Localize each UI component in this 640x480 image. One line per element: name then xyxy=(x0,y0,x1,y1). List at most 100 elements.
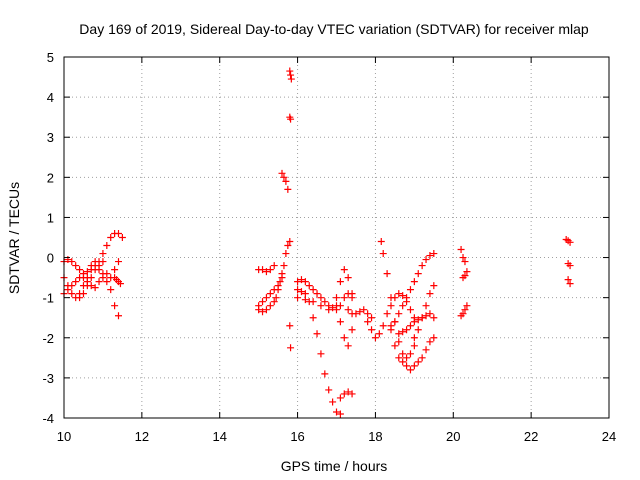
data-point xyxy=(91,258,99,266)
data-point xyxy=(379,322,387,330)
data-point xyxy=(430,282,438,290)
data-point xyxy=(99,250,107,258)
data-point xyxy=(410,342,418,350)
data-point xyxy=(282,177,290,185)
data-point xyxy=(410,334,418,342)
data-point xyxy=(262,294,270,302)
data-point xyxy=(76,274,84,282)
data-point xyxy=(255,306,263,314)
plot-frame xyxy=(63,56,610,419)
data-point xyxy=(72,262,80,270)
data-point xyxy=(262,306,270,314)
data-point xyxy=(422,346,430,354)
data-point xyxy=(111,266,119,274)
data-point xyxy=(391,318,399,326)
data-point xyxy=(79,270,87,278)
data-point xyxy=(426,338,434,346)
series-arc-d3 xyxy=(387,326,438,374)
data-point xyxy=(111,302,119,310)
data-point xyxy=(340,266,348,274)
data-point xyxy=(286,67,294,75)
data-point xyxy=(344,388,352,396)
data-point xyxy=(329,398,337,406)
y-tick-label: 2 xyxy=(47,170,54,185)
x-tick-label: 14 xyxy=(212,429,226,444)
series-arc-b5 xyxy=(278,169,292,193)
data-point xyxy=(309,298,317,306)
data-point xyxy=(371,334,379,342)
data-point xyxy=(364,318,372,326)
data-point xyxy=(459,310,467,318)
data-point xyxy=(313,330,321,338)
data-point xyxy=(99,258,107,266)
data-point xyxy=(301,278,309,286)
data-point xyxy=(566,238,574,246)
series-arc-f1 xyxy=(562,236,574,246)
data-point xyxy=(406,322,414,330)
data-point xyxy=(266,302,274,310)
data-point xyxy=(333,408,340,416)
data-point xyxy=(399,358,407,366)
grid-lines xyxy=(64,57,609,418)
data-point xyxy=(68,290,76,298)
data-point xyxy=(83,274,91,282)
data-point xyxy=(395,290,403,298)
data-point xyxy=(317,350,325,358)
data-point xyxy=(115,258,122,266)
data-point xyxy=(403,354,411,362)
data-point xyxy=(262,268,270,276)
series-arc-d4 xyxy=(387,250,438,330)
data-point xyxy=(344,306,352,314)
data-point xyxy=(278,270,286,278)
data-points xyxy=(60,67,574,418)
series-arc-c6 xyxy=(344,306,376,322)
series-arc-f2 xyxy=(564,260,574,270)
series-arc-c2 xyxy=(294,276,356,314)
data-point xyxy=(340,390,348,398)
data-point xyxy=(399,302,407,310)
series-arc-a5 xyxy=(111,274,124,288)
data-point xyxy=(287,75,295,83)
data-point xyxy=(118,234,126,241)
series-arc-e1 xyxy=(457,246,469,266)
data-point xyxy=(426,252,434,260)
data-point xyxy=(356,308,364,316)
data-point xyxy=(266,266,274,274)
x-tick-label: 10 xyxy=(57,429,71,444)
data-point xyxy=(280,262,288,270)
data-point xyxy=(348,290,356,298)
x-tick-label: 18 xyxy=(368,429,382,444)
data-point xyxy=(414,316,422,324)
series-arc-b4 xyxy=(270,238,294,306)
data-point xyxy=(395,338,403,346)
data-point xyxy=(76,266,84,274)
data-point xyxy=(414,326,422,334)
data-point xyxy=(274,286,282,294)
data-point xyxy=(259,266,267,274)
data-point xyxy=(336,318,344,326)
data-point xyxy=(375,330,383,338)
data-point xyxy=(399,292,407,300)
y-tick-label: -1 xyxy=(42,291,54,306)
data-point xyxy=(333,302,340,310)
data-point xyxy=(103,278,111,286)
data-point xyxy=(99,274,107,282)
x-tick-label: 16 xyxy=(290,429,304,444)
series-arc-d1 xyxy=(364,290,418,342)
data-point xyxy=(406,306,414,314)
data-point xyxy=(410,318,418,326)
data-point xyxy=(284,242,292,250)
data-point xyxy=(387,294,395,302)
data-point xyxy=(321,370,329,378)
y-axis-label: SDTVAR / TECUs xyxy=(6,182,22,294)
data-point xyxy=(95,266,103,274)
x-tick-label: 12 xyxy=(135,429,149,444)
data-point xyxy=(403,362,411,370)
y-tick-label: 0 xyxy=(47,251,54,266)
data-point xyxy=(278,169,286,177)
data-point xyxy=(294,294,302,302)
data-point xyxy=(72,278,80,286)
data-point xyxy=(348,390,356,398)
data-point xyxy=(259,298,267,306)
